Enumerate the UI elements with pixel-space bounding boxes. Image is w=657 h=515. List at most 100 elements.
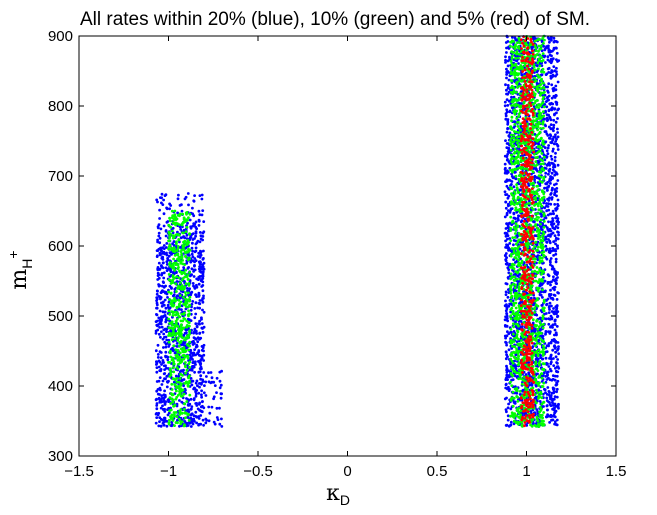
data-point — [553, 135, 557, 139]
data-point — [509, 357, 513, 361]
data-point — [542, 55, 546, 59]
data-point — [504, 408, 508, 411]
data-point — [182, 346, 186, 349]
data-point — [554, 100, 558, 104]
data-point — [200, 316, 203, 320]
data-point — [519, 193, 522, 197]
data-point — [557, 231, 560, 234]
data-point — [555, 306, 559, 310]
data-point — [184, 293, 188, 297]
data-point — [520, 219, 524, 223]
data-point — [194, 402, 198, 405]
data-point — [197, 301, 201, 305]
data-point — [553, 288, 556, 292]
data-point — [177, 287, 180, 290]
data-point — [505, 46, 508, 50]
data-point — [161, 404, 164, 408]
data-point — [551, 266, 555, 269]
data-point — [539, 224, 542, 228]
data-point — [550, 338, 554, 342]
data-point — [533, 178, 536, 182]
data-point — [554, 350, 557, 354]
data-point — [556, 135, 560, 139]
data-point — [182, 333, 186, 337]
data-point — [158, 326, 162, 329]
data-point — [198, 319, 202, 323]
data-point — [529, 182, 533, 185]
data-point — [517, 327, 521, 331]
data-point — [546, 282, 550, 285]
data-point — [159, 296, 162, 299]
data-point — [170, 286, 173, 289]
data-point — [183, 402, 187, 406]
data-point — [182, 341, 186, 344]
data-point — [173, 403, 177, 407]
data-point — [157, 332, 161, 336]
data-point — [554, 133, 557, 137]
data-point — [191, 224, 195, 228]
data-point — [513, 190, 516, 194]
data-point — [542, 70, 546, 74]
data-point — [169, 350, 172, 353]
data-point — [207, 419, 211, 423]
data-point — [551, 219, 555, 223]
data-point — [537, 106, 540, 109]
data-point — [158, 241, 162, 245]
data-point — [172, 344, 176, 348]
data-point — [556, 223, 560, 226]
data-point — [191, 422, 195, 426]
data-point — [168, 343, 171, 346]
data-point — [157, 231, 161, 235]
data-point — [175, 310, 178, 314]
data-point — [516, 125, 520, 128]
data-point — [506, 40, 510, 43]
data-point — [552, 391, 555, 395]
data-point — [542, 298, 546, 302]
data-point — [538, 111, 542, 115]
data-point — [507, 348, 511, 352]
data-point — [162, 314, 166, 318]
data-point — [180, 369, 183, 373]
data-point — [514, 391, 518, 395]
data-point — [544, 171, 548, 175]
data-point — [178, 387, 181, 390]
data-point — [180, 400, 184, 404]
data-point — [553, 203, 557, 206]
data-point — [509, 160, 513, 164]
data-point — [196, 340, 200, 344]
data-point — [200, 213, 204, 217]
data-point — [512, 136, 516, 140]
data-point — [512, 249, 516, 253]
data-point — [552, 345, 556, 348]
data-point — [528, 326, 532, 330]
data-point — [167, 340, 171, 344]
data-point — [507, 99, 511, 103]
data-point — [186, 242, 190, 246]
data-point — [507, 402, 510, 406]
data-point — [201, 238, 205, 242]
data-point — [556, 198, 560, 202]
data-point — [185, 275, 189, 279]
data-point — [197, 360, 200, 363]
data-point — [197, 282, 201, 286]
data-point — [173, 424, 176, 427]
data-point — [536, 128, 539, 132]
data-point — [164, 306, 168, 310]
data-point — [551, 397, 554, 401]
data-point — [536, 372, 539, 376]
data-point — [176, 367, 180, 371]
data-point — [547, 365, 551, 368]
data-point — [185, 331, 188, 335]
data-point — [173, 214, 176, 218]
data-point — [545, 378, 549, 381]
data-point — [514, 56, 517, 60]
data-point — [546, 146, 550, 150]
data-point — [202, 294, 205, 298]
data-point — [181, 270, 184, 274]
data-point — [547, 199, 551, 202]
data-point — [198, 194, 202, 198]
data-point — [506, 330, 509, 334]
data-point — [194, 337, 198, 341]
data-point — [509, 202, 513, 206]
data-point — [194, 381, 198, 385]
